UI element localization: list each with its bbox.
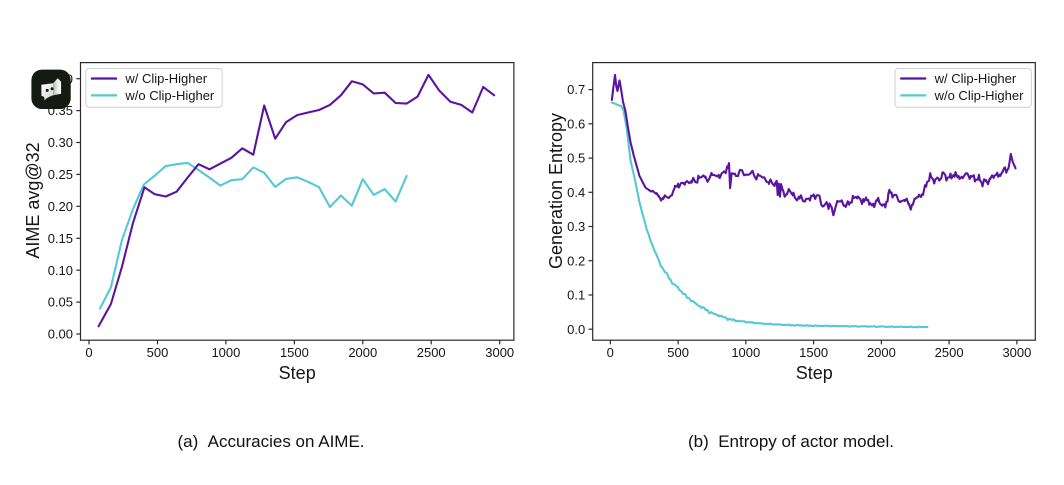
svg-text:Step: Step — [796, 363, 833, 383]
svg-text:0.25: 0.25 — [48, 167, 73, 182]
svg-text:2500: 2500 — [935, 345, 964, 360]
svg-text:w/ Clip-Higher: w/ Clip-Higher — [124, 71, 207, 86]
svg-text:0.6: 0.6 — [567, 116, 585, 131]
svg-text:0.15: 0.15 — [48, 231, 73, 246]
svg-text:w/o Clip-Higher: w/o Clip-Higher — [934, 88, 1025, 103]
svg-text:500: 500 — [147, 345, 169, 360]
svg-text:0.4: 0.4 — [567, 185, 585, 200]
svg-text:3000: 3000 — [485, 345, 514, 360]
svg-text:3000: 3000 — [1002, 345, 1031, 360]
svg-text:(a) Accuracies on AIME.: (a) Accuracies on AIME. — [177, 432, 364, 451]
svg-text:Step: Step — [279, 363, 316, 383]
svg-text:0.1: 0.1 — [567, 288, 585, 303]
svg-text:Generation Entropy: Generation Entropy — [546, 113, 566, 269]
svg-text:0.20: 0.20 — [48, 199, 73, 214]
svg-text:1000: 1000 — [731, 345, 760, 360]
svg-text:0.30: 0.30 — [48, 135, 73, 150]
svg-text:1000: 1000 — [211, 345, 240, 360]
svg-text:0.2: 0.2 — [567, 253, 585, 268]
svg-text:0.05: 0.05 — [48, 295, 73, 310]
svg-text:2500: 2500 — [417, 345, 446, 360]
svg-text:1500: 1500 — [799, 345, 828, 360]
svg-text:w/ Clip-Higher: w/ Clip-Higher — [934, 71, 1017, 86]
svg-text:0: 0 — [607, 345, 614, 360]
svg-text:2000: 2000 — [867, 345, 896, 360]
svg-text:0.10: 0.10 — [48, 263, 73, 278]
svg-text:AIME avg@32: AIME avg@32 — [23, 142, 43, 258]
svg-text:0.0: 0.0 — [567, 322, 585, 337]
svg-text:(b) Entropy of actor model.: (b) Entropy of actor model. — [688, 432, 894, 451]
svg-text:0.3: 0.3 — [567, 219, 585, 234]
svg-text:0: 0 — [85, 345, 92, 360]
svg-text:0.5: 0.5 — [567, 151, 585, 166]
svg-text:2000: 2000 — [348, 345, 377, 360]
svg-text:500: 500 — [667, 345, 689, 360]
svg-text:w/o Clip-Higher: w/o Clip-Higher — [124, 88, 215, 103]
svg-text:0.7: 0.7 — [567, 82, 585, 97]
svg-text:0.00: 0.00 — [48, 327, 73, 342]
svg-text:1500: 1500 — [280, 345, 309, 360]
